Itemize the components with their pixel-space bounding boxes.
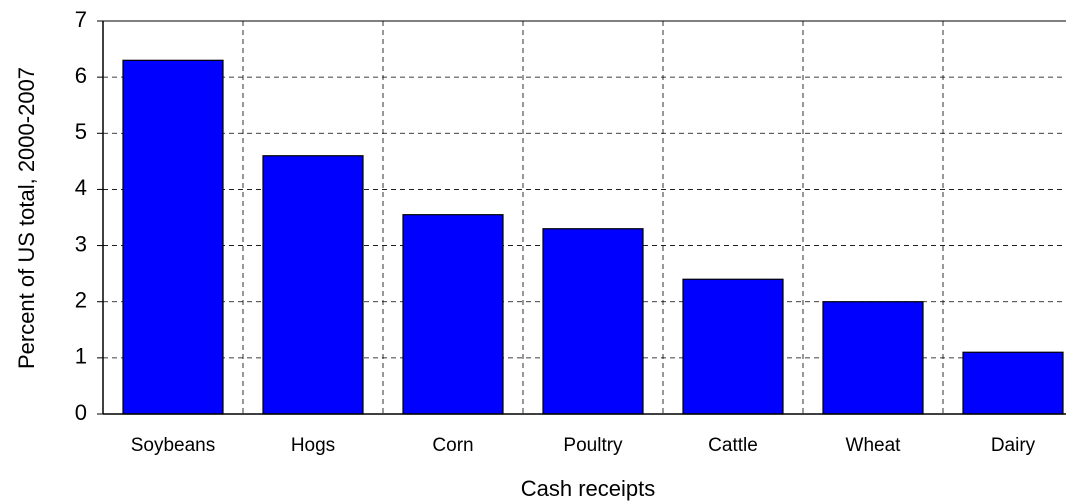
x-tick-label: Poultry [563,435,623,456]
x-tick-label: Soybeans [131,435,216,456]
x-tick-label: Dairy [991,435,1036,456]
bar [542,228,644,415]
y-tick-label: 2 [75,288,87,313]
y-tick-label: 4 [75,175,87,200]
bar [262,155,364,415]
x-axis-title: Cash receipts [521,476,656,501]
bar [962,351,1064,415]
y-tick-label: 7 [75,7,87,32]
y-tick-label: 3 [75,231,87,256]
bar [822,301,924,415]
x-tick-label: Cattle [708,435,758,456]
x-tick-label: Hogs [291,435,335,456]
y-tick-label: 6 [75,63,87,88]
y-tick-label: 1 [75,344,87,369]
y-tick-label: 0 [75,400,87,425]
x-tick-label: Corn [432,435,473,456]
bar [122,59,224,415]
y-tick-label: 5 [75,119,87,144]
bar [402,214,504,415]
x-tick-label: Wheat [846,435,902,456]
y-axis-title: Percent of US total, 2000-2007 [14,67,39,369]
bar [682,278,784,415]
